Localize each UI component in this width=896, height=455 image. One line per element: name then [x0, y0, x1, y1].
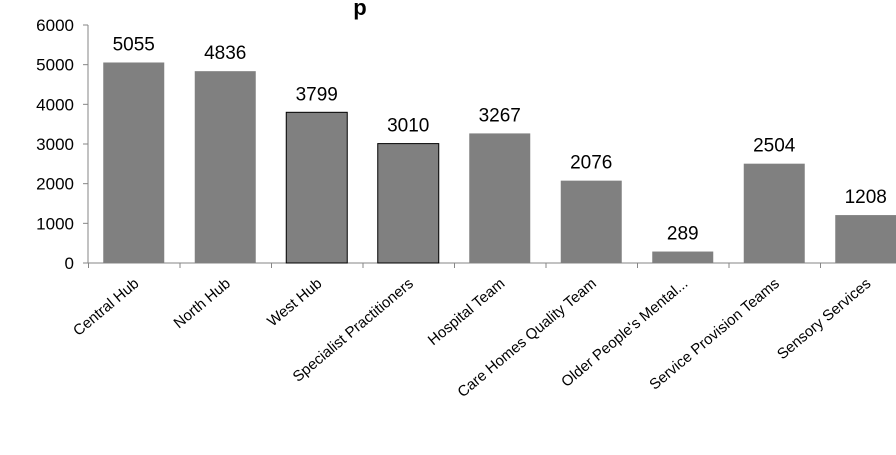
chart-title: p [353, 0, 366, 20]
bar [743, 163, 805, 263]
category-label: Central Hub [70, 275, 142, 339]
bars [103, 62, 896, 264]
bar [285, 111, 348, 264]
bar [377, 143, 440, 264]
y-tick-label: 1000 [36, 214, 74, 233]
y-tick-label: 4000 [36, 95, 74, 114]
y-tick-label: 5000 [36, 56, 74, 75]
bar [652, 251, 714, 263]
data-label: 3010 [387, 116, 429, 137]
bar [194, 71, 256, 263]
bar [835, 215, 896, 263]
y-tick-label: 0 [65, 254, 74, 273]
category-label: Hospital Team [425, 275, 509, 349]
category-label: North Hub [171, 275, 234, 332]
data-labels: 5055 4836 3799 3010 3267 2076 289 2504 1208 [113, 34, 887, 244]
data-label: 4836 [204, 43, 246, 64]
category-label: West Hub [264, 275, 325, 330]
data-label: 2076 [570, 153, 612, 174]
data-label: 3799 [296, 84, 338, 105]
y-tick-label: 3000 [36, 135, 74, 154]
y-tick-label: 6000 [36, 16, 74, 35]
data-label: 3267 [479, 105, 521, 126]
bar [560, 180, 622, 263]
data-label: 289 [667, 224, 699, 245]
category-label: Sensory Services [774, 275, 874, 363]
bar [469, 133, 531, 263]
y-axis: 0 1000 2000 3000 4000 5000 6000 [36, 16, 89, 273]
data-label: 5055 [113, 34, 155, 55]
data-label: 2504 [753, 136, 796, 157]
data-label: 1208 [845, 187, 887, 208]
y-tick-label: 2000 [36, 175, 74, 194]
bar [103, 62, 165, 263]
